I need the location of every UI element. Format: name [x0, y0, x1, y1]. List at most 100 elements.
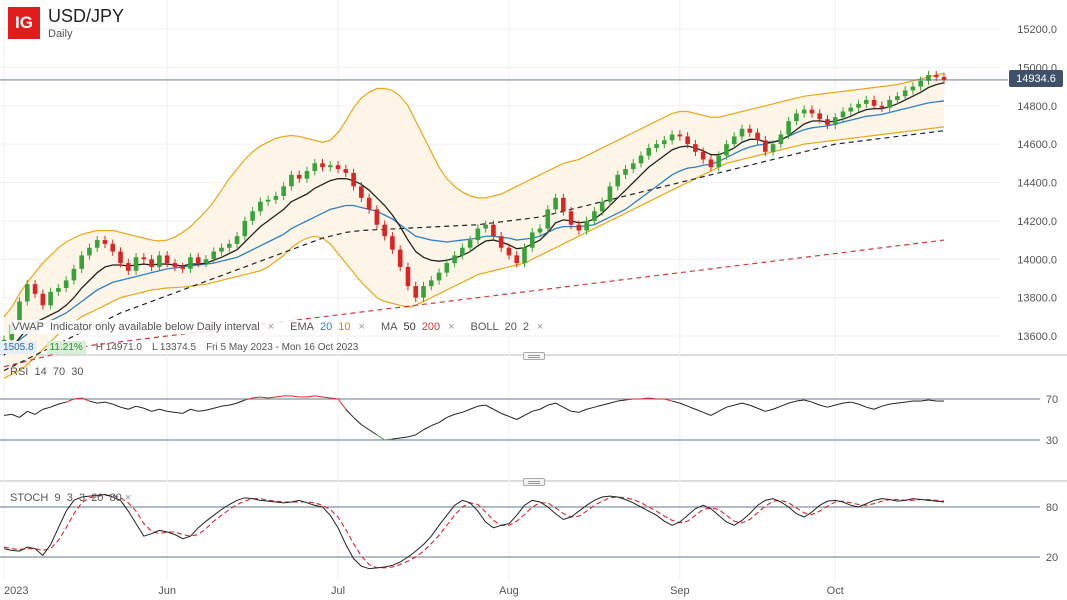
interval-label: Daily	[48, 28, 73, 40]
candle-body	[48, 291, 53, 306]
stoch-remove-button[interactable]: ×	[124, 492, 132, 504]
rsi-line-segment	[602, 402, 611, 406]
rsi-line-segment	[469, 405, 479, 410]
candle-body	[421, 286, 426, 298]
candle-body	[56, 288, 61, 292]
rsi-line-segment	[128, 405, 137, 410]
candle-body	[739, 128, 745, 137]
pane-resize-handle-2[interactable]	[523, 478, 545, 486]
candle-body	[335, 165, 341, 170]
rsi-line-segment	[462, 408, 471, 413]
ohlc-info-row: 1505.8 11.21% H 14971.0 L 13374.5 Fri 5 …	[0, 341, 358, 354]
rsi-line-segment	[905, 400, 913, 403]
candle-body	[242, 220, 248, 237]
rsi-line-segment	[555, 402, 564, 408]
boll-param-1: 20	[504, 321, 517, 333]
candle-body	[794, 113, 799, 122]
candle-body	[825, 119, 830, 125]
candle-body	[871, 99, 877, 106]
rsi-line-segment	[97, 401, 106, 404]
stoch-legend: STOCH 9 3 3 20 80 ×	[10, 492, 131, 504]
candle-body	[343, 169, 349, 173]
stoch-label: STOCH	[10, 492, 49, 504]
candle-body	[677, 134, 683, 137]
candle-body	[24, 284, 30, 302]
candle-body	[397, 249, 403, 267]
rsi-line-segment	[811, 401, 820, 406]
rsi-line-segment	[260, 396, 269, 399]
price-axis-label: 14200.0	[1017, 216, 1057, 228]
rsi-line-segment	[268, 396, 276, 399]
candle-body	[296, 174, 302, 179]
rsi-line-segment	[873, 405, 883, 410]
stoch-param-1: 9	[54, 492, 61, 504]
rsi-line-segment	[229, 402, 238, 406]
rsi-param-1: 14	[34, 366, 47, 378]
price-axis-label: 15200.0	[1017, 24, 1057, 36]
rsi-line-segment	[120, 406, 129, 410]
ma-remove-button[interactable]: ×	[448, 321, 455, 333]
vwap-remove-button[interactable]: ×	[267, 321, 275, 333]
candle-body	[436, 272, 442, 281]
candle-body	[374, 209, 380, 225]
rsi-line-segment	[539, 404, 549, 410]
rsi-line-segment	[508, 415, 517, 420]
candle-body	[71, 268, 77, 281]
bollinger-fill	[4, 73, 944, 379]
ema-remove-button[interactable]: ×	[358, 321, 365, 333]
rsi-line-segment	[594, 404, 603, 408]
price-axis-label: 14800.0	[1017, 101, 1057, 113]
indicator-legend: VWAP Indicator only available below Dail…	[10, 320, 556, 334]
candle-body	[747, 128, 753, 133]
candle-body	[568, 211, 574, 225]
rsi-line-segment	[734, 402, 743, 406]
rsi-line-segment	[780, 402, 789, 407]
rsi-line-segment	[174, 411, 183, 414]
rsi-line-segment	[516, 414, 525, 420]
candle-body	[630, 163, 636, 170]
candle-body	[786, 121, 791, 135]
stoch-param-5: 80	[109, 492, 122, 504]
rsi-line-segment	[423, 425, 432, 431]
candle-body	[258, 201, 263, 212]
boll-label: BOLL	[470, 321, 499, 333]
candle-body	[359, 186, 364, 198]
rsi-line-segment	[804, 399, 813, 403]
candle-body	[933, 75, 939, 77]
rsi-line-segment	[617, 399, 626, 402]
pane-resize-handle-1[interactable]	[523, 352, 545, 360]
candle-body	[864, 99, 869, 104]
rsi-line-segment	[368, 429, 378, 436]
rsi-line-segment	[415, 429, 424, 436]
candle-body	[669, 134, 675, 141]
candle-body	[304, 170, 310, 179]
candle-body	[778, 134, 784, 145]
candle-body	[498, 236, 504, 248]
candle-body	[219, 247, 224, 252]
rsi-line-segment	[765, 408, 774, 412]
boll-remove-button[interactable]: ×	[537, 321, 544, 333]
candle-body	[902, 90, 908, 97]
candle-body	[63, 280, 69, 289]
candle-body	[475, 228, 481, 241]
candle-body	[724, 144, 729, 156]
rsi-line-segment	[827, 404, 836, 408]
rsi-line-segment	[159, 408, 168, 412]
rsi-line-segment	[392, 437, 401, 440]
candle-body	[188, 257, 193, 269]
change-percent: 11.21%	[46, 341, 86, 354]
candle-body	[125, 263, 131, 271]
rsi-line-segment	[446, 413, 455, 418]
date-range: Fri 5 May 2023 - Mon 16 Oct 2023	[206, 342, 359, 353]
candle-body	[879, 105, 885, 108]
high-value: H 14971.0	[95, 342, 142, 353]
candle-body	[708, 159, 714, 168]
candle-body	[32, 284, 38, 294]
rsi-line-segment	[928, 399, 937, 402]
rsi-line-segment	[135, 405, 144, 409]
boll-param-2: 2	[522, 321, 530, 333]
rsi-line-segment	[881, 403, 890, 407]
rsi-line-segment	[664, 398, 673, 402]
